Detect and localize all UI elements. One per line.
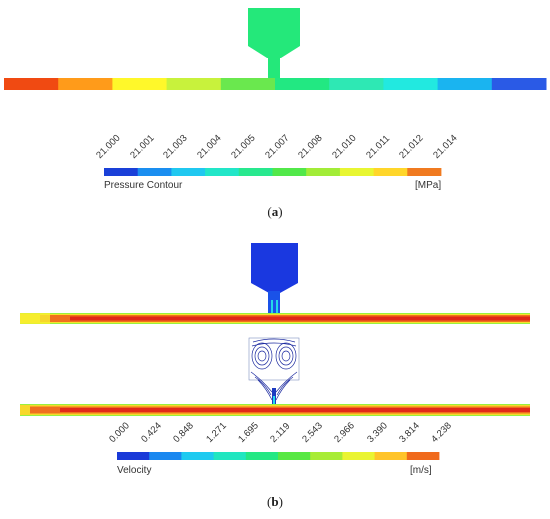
pipe-segment xyxy=(329,78,384,90)
reservoir-chamber xyxy=(248,8,300,46)
legend-swatch xyxy=(339,168,374,176)
legend-swatch xyxy=(181,452,214,460)
pipe-segment xyxy=(4,78,59,90)
velocity-legend-bar xyxy=(117,452,440,460)
pressure-legend-unit: [MPa] xyxy=(415,180,442,191)
legend-swatch xyxy=(407,168,442,176)
reservoir-neck xyxy=(268,56,280,78)
legend-swatch xyxy=(342,452,375,460)
legend-swatch xyxy=(373,168,408,176)
velocity-reservoir-bottom xyxy=(248,337,300,381)
velocity-field-streamlines xyxy=(20,337,530,416)
legend-swatch xyxy=(245,452,279,460)
velocity-neck-top xyxy=(268,291,280,313)
pipe-segment xyxy=(58,78,113,90)
legend-swatch xyxy=(374,452,408,460)
pipe-segment xyxy=(437,78,493,90)
pipe-segment xyxy=(491,78,547,90)
legend-swatch xyxy=(213,452,247,460)
pressure-legend-bar xyxy=(104,168,442,176)
legend-swatch xyxy=(278,452,311,460)
legend-swatch xyxy=(104,168,139,176)
legend-swatch xyxy=(272,168,307,176)
legend-swatch xyxy=(137,168,172,176)
legend-swatch xyxy=(306,168,341,176)
legend-swatch xyxy=(406,452,440,460)
velocity-reservoir-top xyxy=(251,243,298,283)
velocity-legend-unit: [m/s] xyxy=(410,465,432,476)
velocity-field-top xyxy=(20,243,530,324)
pressure-legend-title: Pressure Contour xyxy=(104,180,183,191)
pipe-segment xyxy=(112,78,168,90)
main-pipe-pressure xyxy=(4,78,547,90)
pipe-segment xyxy=(166,78,222,90)
caption-a: (a) xyxy=(267,204,283,219)
velocity-legend-title: Velocity xyxy=(117,465,152,476)
caption-b: (b) xyxy=(267,494,283,509)
legend-swatch xyxy=(238,168,273,176)
reservoir-taper xyxy=(248,46,300,58)
pipe-segment xyxy=(383,78,439,90)
legend-swatch xyxy=(149,452,182,460)
legend-swatch xyxy=(310,452,343,460)
legend-swatch xyxy=(171,168,206,176)
velocity-taper-top xyxy=(251,283,298,293)
pipe-segment xyxy=(275,78,330,90)
legend-swatch xyxy=(117,452,150,460)
pipe-segment xyxy=(220,78,276,90)
legend-swatch xyxy=(205,168,240,176)
